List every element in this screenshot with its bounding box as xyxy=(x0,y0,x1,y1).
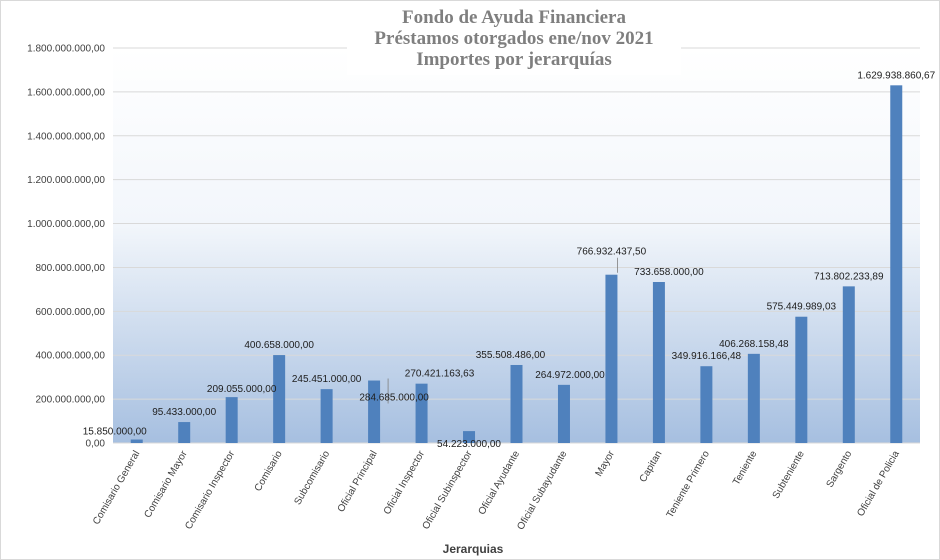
y-tick-label: 1.600.000.000,00 xyxy=(27,87,105,98)
data-label: 209.055.000,00 xyxy=(207,384,277,395)
bar xyxy=(225,397,238,443)
y-tick-label: 200.000.000,00 xyxy=(35,395,105,406)
x-axis-title: Jerarquias xyxy=(443,542,504,556)
data-label: 766.932.437,50 xyxy=(577,247,647,258)
bar xyxy=(652,282,665,443)
x-tick-label: Subteniente xyxy=(771,449,807,501)
x-tick-label: Sargento xyxy=(825,449,855,490)
x-axis-tick-labels: Comisario General Comisario MayorComisari… xyxy=(91,448,902,532)
bar xyxy=(605,274,618,443)
x-tick-label: Oficial Principal xyxy=(336,449,380,514)
x-tick-label: Oficial Ayudante xyxy=(477,449,523,517)
x-tick-label: Teniente xyxy=(731,449,760,488)
bar xyxy=(795,316,808,443)
x-tick-label: Oficial Subinspector xyxy=(421,448,475,531)
bar xyxy=(747,353,760,443)
bar xyxy=(842,286,855,443)
data-label: 54.223.000,00 xyxy=(437,439,501,450)
x-tick-label: Comisario Inspector xyxy=(183,448,237,531)
x-tick-label: Comisario xyxy=(253,449,285,494)
y-tick-label: 1.800.000.000,00 xyxy=(27,44,105,55)
data-label: 400.658.000,00 xyxy=(244,340,314,351)
data-label: 575.449.989,03 xyxy=(767,302,837,313)
y-tick-label: 800.000.000,00 xyxy=(35,263,105,274)
chart-title-line-1: Fondo de Ayuda Financiera xyxy=(402,7,626,28)
x-tick-label: Oficial de Policia xyxy=(855,449,902,519)
x-tick-label: Comisario Mayor xyxy=(142,448,190,520)
data-labels: 15.850.000,00 95.433.000,00 209.055.000,00… xyxy=(83,70,936,450)
x-tick-label: Teniente Primero xyxy=(665,449,713,520)
data-label: 270.421.163,63 xyxy=(405,369,475,380)
data-label: 264.972.000,00 xyxy=(535,370,605,381)
bar xyxy=(463,431,476,443)
data-label: 95.433.000,00 xyxy=(152,407,216,418)
y-tick-label: 600.000.000,00 xyxy=(35,307,105,318)
bar xyxy=(273,355,286,443)
data-label: 406.268.158,48 xyxy=(719,339,789,350)
y-tick-label: 400.000.000,00 xyxy=(35,351,105,362)
bar xyxy=(178,422,191,443)
y-tick-label: 1.200.000.000,00 xyxy=(27,175,105,186)
bar xyxy=(320,389,333,443)
x-tick-label: Oficial Inspector xyxy=(382,448,428,516)
x-tick-label: Capitan xyxy=(638,449,665,484)
x-tick-label: Mayor xyxy=(594,448,618,478)
chart-title: Fondo de Ayuda Financiera Préstamos otor… xyxy=(347,7,681,75)
bars xyxy=(130,85,903,443)
bar xyxy=(415,383,428,443)
y-tick-label: 1.000.000.000,00 xyxy=(27,219,105,230)
data-label: 1.629.938.860,67 xyxy=(857,70,935,81)
data-label: 355.508.486,00 xyxy=(476,350,546,361)
bar xyxy=(510,364,523,443)
x-tick-label: Subcomisario xyxy=(292,449,332,507)
x-tick-label: Oficial Subayudante xyxy=(515,449,569,532)
bar xyxy=(700,366,713,443)
chart-title-line-2: Préstamos otorgados ene/nov 2021 xyxy=(374,28,654,49)
data-label: 284.685.000,00 xyxy=(359,393,429,404)
chart-title-line-3: Importes por jerarquías xyxy=(416,49,612,70)
bar xyxy=(557,384,570,443)
data-label: 349.916.166,48 xyxy=(672,351,742,362)
y-tick-label: 1.400.000.000,00 xyxy=(27,131,105,142)
y-axis-tick-labels: 0,00 200.000.000,00 400.000.000,00 600.000.… xyxy=(27,44,105,450)
x-tick-label: Comisario General xyxy=(91,449,142,527)
data-label: 15.850.000,00 xyxy=(83,427,147,438)
leader-lines xyxy=(387,257,618,404)
y-tick-label: 0,00 xyxy=(86,439,106,450)
bar xyxy=(890,85,903,443)
bar xyxy=(368,380,381,443)
data-label: 733.658.000,00 xyxy=(634,267,704,278)
data-label: 713.802.233,89 xyxy=(814,271,884,282)
bar xyxy=(130,439,143,443)
data-label: 245.451.000,00 xyxy=(292,374,362,385)
